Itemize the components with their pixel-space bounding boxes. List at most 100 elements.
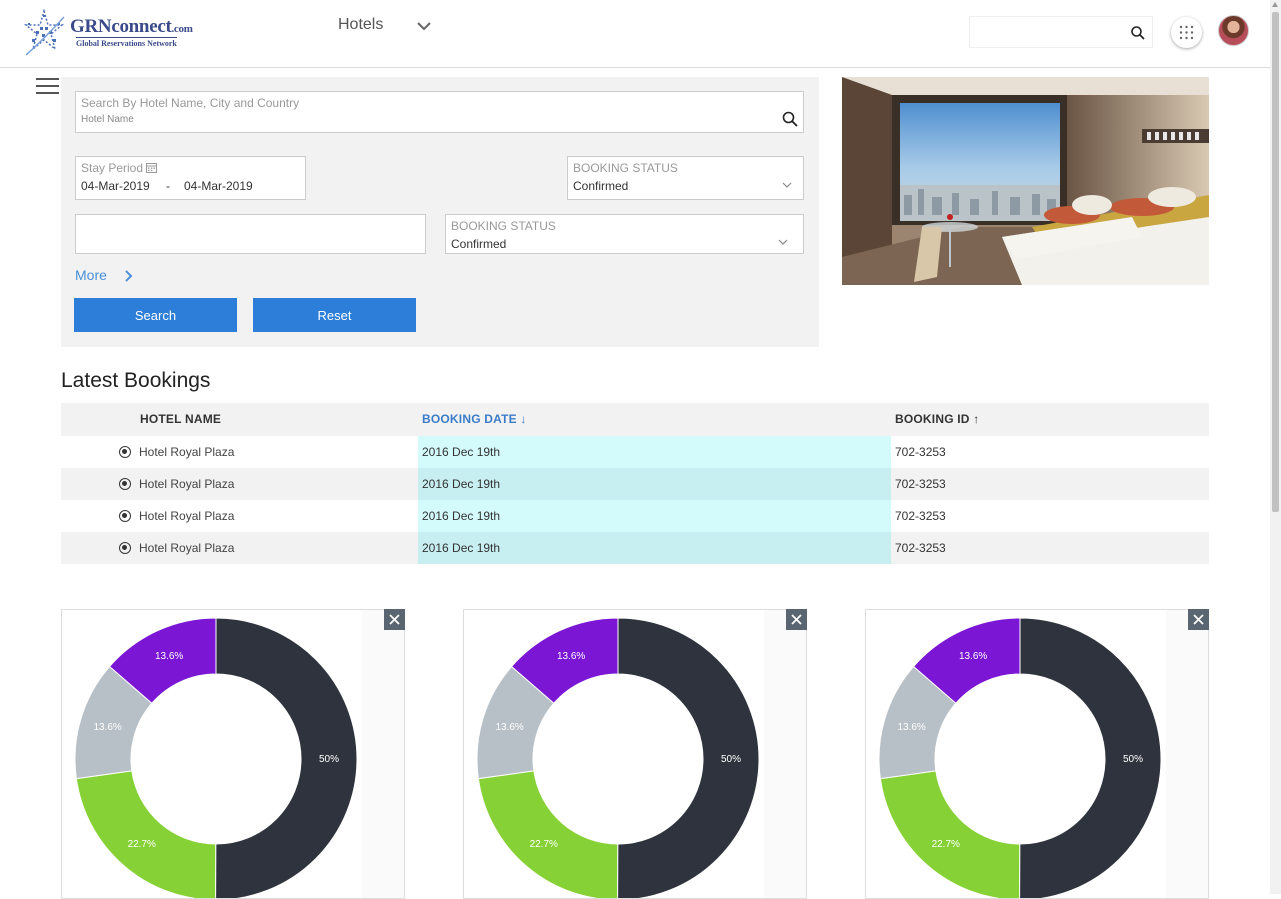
hotel-room-image <box>842 77 1209 285</box>
donut-chart-card: 50% 22.7% 13.6% 13.6% <box>463 609 807 899</box>
donut-slice-3[interactable] <box>108 617 217 704</box>
booking-status-label: BOOKING STATUS <box>451 219 556 233</box>
stay-period-field[interactable]: Stay Period 04-Mar-2019 - 04-Mar-2019 <box>75 156 306 200</box>
donut-slice-1[interactable] <box>879 770 1021 899</box>
table-row[interactable]: Hotel Royal Plaza 2016 Dec 19th 702-3253 <box>61 468 1209 500</box>
donut-slice-label-3: 13.6% <box>155 651 183 662</box>
donut-chart: 50% 22.7% 13.6% 13.6% <box>878 617 1162 899</box>
sort-asc-icon[interactable]: ↑ <box>973 412 980 426</box>
top-search-input[interactable] <box>970 17 1120 47</box>
date-from[interactable]: 04-Mar-2019 <box>81 179 150 193</box>
search-icon[interactable] <box>782 111 798 127</box>
logo-text: GRNconnect.com <box>70 16 193 37</box>
apps-button[interactable] <box>1171 17 1202 48</box>
donut-slice-label-1: 22.7% <box>932 839 960 850</box>
logo-tagline: Global Reservations Network <box>76 37 177 48</box>
chevron-down-icon[interactable] <box>416 18 432 34</box>
top-bar: GRNconnect.com Global Reservations Netwo… <box>0 0 1270 68</box>
donut-slice-label-3: 13.6% <box>557 651 585 662</box>
donut-chart: 50% 22.7% 13.6% 13.6% <box>476 617 760 899</box>
donut-chart: 50% 22.7% 13.6% 13.6% <box>74 617 358 899</box>
hotel-search-field[interactable]: Search By Hotel Name, City and Country H… <box>75 91 804 133</box>
hotel-name-cell: Hotel Royal Plaza <box>139 509 235 523</box>
donut-slice-label-0: 50% <box>1123 754 1143 765</box>
donut-slice-label-1: 22.7% <box>530 839 558 850</box>
booking-status-select-2[interactable]: BOOKING STATUS Confirmed <box>445 214 804 254</box>
date-separator: - <box>166 179 170 193</box>
latest-bookings-table: HOTEL NAME BOOKING DATE ↓ BOOKING ID ↑ H… <box>61 403 1209 564</box>
donut-slice-3[interactable] <box>510 617 619 704</box>
extra-filter-input[interactable] <box>76 215 425 253</box>
column-header-booking-id[interactable]: BOOKING ID ↑ <box>895 412 980 426</box>
row-radio-button[interactable] <box>119 446 131 458</box>
apps-grid-icon <box>1179 25 1194 40</box>
extra-filter-input-box <box>75 214 426 254</box>
user-avatar[interactable] <box>1218 15 1249 46</box>
chevron-right-icon[interactable] <box>123 269 133 283</box>
column-header-booking-date[interactable]: BOOKING DATE ↓ <box>422 412 527 426</box>
hotel-name-cell: Hotel Royal Plaza <box>139 541 235 555</box>
date-cell-highlight <box>418 436 891 468</box>
chevron-down-icon <box>778 239 788 245</box>
donut-slice-label-2: 13.6% <box>495 722 523 733</box>
hotel-search-label: Search By Hotel Name, City and Country <box>81 96 300 110</box>
donut-slice-label-3: 13.6% <box>959 651 987 662</box>
donut-slice-1[interactable] <box>75 770 217 899</box>
booking-id-cell: 702-3253 <box>895 541 946 555</box>
booking-search-panel: Search By Hotel Name, City and Country H… <box>61 77 819 347</box>
donut-slice-3[interactable] <box>912 617 1021 704</box>
date-cell-highlight <box>418 532 891 564</box>
close-icon <box>1193 614 1204 625</box>
booking-status-value: Confirmed <box>573 179 629 193</box>
column-header-hotel-name[interactable]: HOTEL NAME <box>140 412 222 426</box>
booking-date-cell: 2016 Dec 19th <box>422 509 501 523</box>
donut-slice-label-1: 22.7% <box>128 839 156 850</box>
hotel-name-cell: Hotel Royal Plaza <box>139 445 235 459</box>
table-row[interactable]: Hotel Royal Plaza 2016 Dec 19th 702-3253 <box>61 500 1209 532</box>
donut-chart-card: 50% 22.7% 13.6% 13.6% <box>61 609 405 899</box>
latest-bookings-title: Latest Bookings <box>61 369 211 392</box>
donut-slice-1[interactable] <box>477 770 619 899</box>
scroll-thumb[interactable] <box>1272 12 1279 512</box>
stay-period-label: Stay Period <box>81 161 158 175</box>
search-icon[interactable] <box>1130 25 1146 41</box>
booking-status-value: Confirmed <box>451 237 507 251</box>
more-filters-link[interactable]: More <box>75 267 107 283</box>
hotel-search-sublabel: Hotel Name <box>81 114 134 125</box>
scroll-up-arrow-icon[interactable] <box>1272 2 1278 7</box>
close-icon <box>791 614 802 625</box>
booking-id-cell: 702-3253 <box>895 477 946 491</box>
menu-icon[interactable] <box>36 78 59 96</box>
table-header: HOTEL NAME BOOKING DATE ↓ BOOKING ID ↑ <box>61 403 1209 436</box>
sort-desc-icon[interactable]: ↓ <box>520 412 527 426</box>
table-row[interactable]: Hotel Royal Plaza 2016 Dec 19th 702-3253 <box>61 436 1209 468</box>
grn-logo[interactable]: GRNconnect.com Global Reservations Netwo… <box>22 8 202 57</box>
close-chart-button[interactable] <box>1188 609 1209 630</box>
close-chart-button[interactable] <box>384 609 405 630</box>
close-chart-button[interactable] <box>786 609 807 630</box>
card-shade <box>1166 610 1208 898</box>
booking-id-cell: 702-3253 <box>895 509 946 523</box>
row-radio-button[interactable] <box>119 510 131 522</box>
row-radio-button[interactable] <box>119 542 131 554</box>
booking-status-select-1[interactable]: BOOKING STATUS Confirmed <box>567 156 804 200</box>
reset-button[interactable]: Reset <box>253 298 416 332</box>
donut-slice-label-2: 13.6% <box>897 722 925 733</box>
donut-slice-label-2: 13.6% <box>93 722 121 733</box>
card-shade <box>764 610 806 898</box>
date-cell-highlight <box>418 500 891 532</box>
date-to[interactable]: 04-Mar-2019 <box>184 179 253 193</box>
hotel-name-cell: Hotel Royal Plaza <box>139 477 235 491</box>
row-radio-button[interactable] <box>119 478 131 490</box>
product-selector-label[interactable]: Hotels <box>338 16 384 33</box>
card-shade <box>362 610 404 898</box>
donut-slice-label-0: 50% <box>319 754 339 765</box>
calendar-icon[interactable] <box>146 162 158 173</box>
page-scrollbar[interactable] <box>1270 0 1281 894</box>
search-button[interactable]: Search <box>74 298 237 332</box>
top-search-box <box>969 16 1153 48</box>
donut-chart-card: 50% 22.7% 13.6% 13.6% <box>865 609 1209 899</box>
chevron-down-icon <box>782 182 792 188</box>
donut-slice-label-0: 50% <box>721 754 741 765</box>
table-row[interactable]: Hotel Royal Plaza 2016 Dec 19th 702-3253 <box>61 532 1209 564</box>
